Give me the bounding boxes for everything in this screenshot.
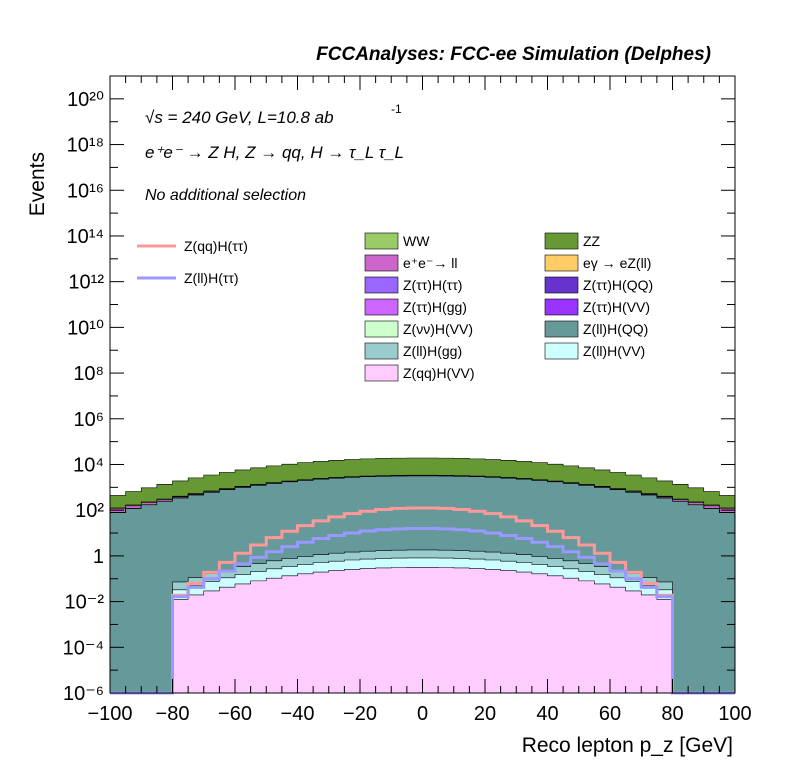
legend-label: WW [403, 233, 430, 249]
legend-swatch [544, 320, 579, 338]
legend-label: Z(ττ)H(VV) [583, 299, 650, 315]
legend-label: Z(qq)H(ττ) [184, 238, 248, 254]
legend-label: e⁺e⁻→ ll [403, 255, 457, 271]
x-tick-label: −40 [281, 703, 315, 725]
energy-label: √s = 240 GeV, L=10.8 ab [145, 108, 334, 127]
x-tick-label: −100 [87, 703, 132, 725]
legend: Z(qq)H(ττ) Z(ll)H(ττ) WW ZZ e⁺e⁻→ ll eγ → eZ(… [137, 232, 653, 382]
x-tick-label: −60 [218, 703, 252, 725]
y-tick-label: 10¹² [68, 272, 104, 294]
x-tick-label: 100 [718, 703, 751, 725]
stack-z-qq-h-vv- [110, 567, 735, 694]
y-tick-label: 1 [93, 546, 104, 568]
legend-swatch [364, 232, 399, 250]
legend-swatch [364, 254, 399, 272]
legend-swatch [544, 342, 579, 360]
x-axis-ticks: −100 −80 −60 −40 −20 0 20 40 60 80 100 [87, 76, 752, 725]
lumi-exponent: -1 [391, 102, 402, 116]
x-tick-label: −80 [156, 703, 190, 725]
legend-swatch [364, 298, 399, 316]
x-axis-label: Reco lepton p_z [GeV] [522, 734, 733, 757]
y-tick-label: 10¹⁸ [67, 135, 104, 157]
legend-label: Z(νν)H(VV) [403, 321, 473, 337]
legend-label: ZZ [583, 233, 601, 249]
y-tick-label: 10⁴ [73, 454, 104, 476]
y-axis-label: Events [26, 152, 49, 216]
y-tick-label: 10⁶ [74, 409, 104, 431]
legend-swatch [364, 276, 399, 294]
y-tick-label: 10⁻² [65, 592, 105, 614]
legend-label: Z(ll)H(QQ) [583, 321, 648, 337]
signal-line [110, 527, 735, 695]
legend-swatch [364, 342, 399, 360]
legend-swatch [544, 298, 579, 316]
legend-swatch [364, 320, 399, 338]
legend-swatch [544, 254, 579, 272]
y-tick-label: 10¹⁶ [67, 180, 104, 202]
legend-label: Z(ττ)H(QQ) [583, 277, 653, 293]
x-tick-label: 0 [417, 703, 428, 725]
x-tick-label: 80 [661, 703, 683, 725]
process-label: e⁺e⁻ → Z H, Z → qq, H → τ_L τ_L [145, 143, 404, 162]
legend-label: Z(ll)H(VV) [583, 343, 645, 359]
y-axis-ticks: 10⁻⁶ 10⁻⁴ 10⁻² 1 10² 10⁴ 10⁶ 10⁸ 10¹⁰ 10¹² 10¹⁴ 10¹… [63, 75, 735, 705]
x-tick-label: −20 [343, 703, 377, 725]
legend-swatch [544, 276, 579, 294]
legend-label: Z(ττ)H(gg) [403, 299, 467, 315]
legend-label: Z(qq)H(VV) [403, 365, 475, 381]
y-tick-label: 10⁻⁴ [63, 637, 104, 659]
y-tick-label: 10² [75, 500, 104, 522]
legend-swatch [364, 364, 399, 382]
legend-label: eγ → eZ(ll) [583, 255, 651, 271]
legend-label: Z(ll)H(gg) [403, 343, 462, 359]
legend-label: Z(ττ)H(ττ) [403, 277, 462, 293]
y-tick-label: 10¹⁰ [67, 317, 104, 339]
chart-title: FCCAnalyses: FCC-ee Simulation (Delphes) [316, 44, 711, 65]
selection-label: No additional selection [145, 187, 306, 204]
y-tick-label: 10⁸ [73, 363, 104, 385]
x-tick-label: 60 [599, 703, 621, 725]
y-tick-label: 10²⁰ [67, 89, 104, 111]
x-tick-label: 20 [474, 703, 496, 725]
x-tick-label: 40 [536, 703, 558, 725]
legend-swatch [544, 232, 579, 250]
stacked-backgrounds [109, 457, 736, 694]
y-tick-label: 10¹⁴ [67, 226, 105, 248]
legend-label: Z(ll)H(ττ) [184, 270, 239, 286]
signal-lines [110, 506, 735, 695]
y-tick-label: 10⁻⁶ [63, 683, 104, 705]
